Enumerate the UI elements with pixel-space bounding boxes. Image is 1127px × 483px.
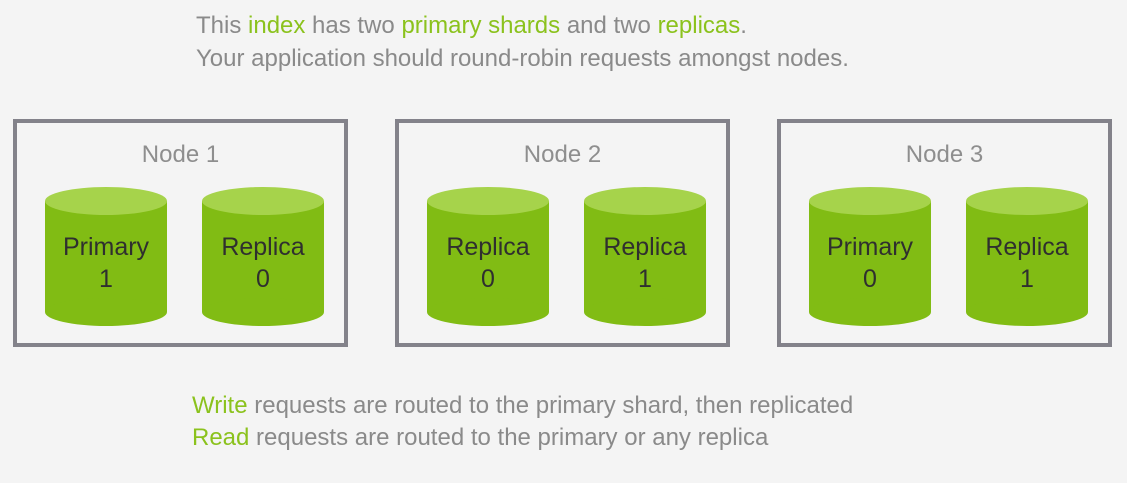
read-description: requests are routed to the primary or an… [249,424,769,451]
header-line-1: This index has two primary shards and tw… [196,9,849,42]
shard-cylinder: Primary 1 [45,187,167,326]
cylinder-icon [809,187,931,326]
header-text: This index has two primary shards and tw… [196,9,849,75]
shard-number: 1 [1020,265,1034,293]
node-title: Node 2 [523,141,602,168]
shard-label: Replica 0 [427,231,549,295]
header-line-2: Your application should round-robin requ… [196,45,849,72]
shard-cylinder: Primary 0 [809,187,931,326]
shard-label: Replica 1 [966,231,1088,295]
shard-number: 1 [638,265,652,293]
write-keyword: Write [192,392,248,419]
header-text-segment: . [740,12,747,39]
shard-type: Primary [826,233,914,261]
cylinder-icon [427,187,549,326]
shard-label: Primary 1 [45,231,167,295]
cylinder-icon [966,187,1088,326]
write-description: requests are routed to the primary shard… [247,392,854,419]
header-text-segment: and two [560,12,658,39]
index-keyword: index [248,12,306,39]
read-line: Read requests are routed to the primary … [192,422,853,454]
node-title: Node 1 [141,141,220,168]
shard-type: Replica [985,233,1069,261]
shard-type: Replica [603,233,687,261]
node-box: Node 2 Replica 0 Replica 1 [395,119,730,347]
shard-label: Replica 0 [202,231,324,295]
primary-shards-keyword: primary shards [401,12,561,39]
shard-type: Replica [221,233,305,261]
shard-number: 0 [863,265,877,293]
shard-type: Replica [446,233,530,261]
cylinder-icon [202,187,324,326]
shard-number: 1 [99,265,113,293]
node-box: Node 3 Primary 0 Replica 1 [777,119,1112,347]
node-title: Node 3 [905,141,984,168]
footer-text: Write requests are routed to the primary… [192,390,853,454]
header-text-segment: has two [305,12,402,39]
shard-number: 0 [481,265,495,293]
replicas-keyword: replicas [657,12,741,39]
cylinder-icon [584,187,706,326]
shard-cylinder: Replica 0 [427,187,549,326]
shard-cylinder: Replica 0 [202,187,324,326]
header-text-segment: This [196,12,249,39]
shard-type: Primary [62,233,150,261]
shard-label: Primary 0 [809,231,931,295]
write-line: Write requests are routed to the primary… [192,390,853,422]
cylinder-icon [45,187,167,326]
shard-cylinder: Replica 1 [966,187,1088,326]
node-box: Node 1 Primary 1 Replica 0 [13,119,348,347]
shard-number: 0 [256,265,270,293]
shard-cylinder: Replica 1 [584,187,706,326]
shard-label: Replica 1 [584,231,706,295]
read-keyword: Read [192,424,250,451]
